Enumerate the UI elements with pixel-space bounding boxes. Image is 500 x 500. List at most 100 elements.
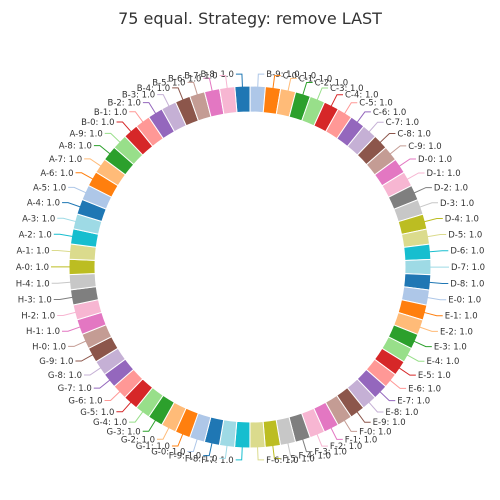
leader-line-C-6 <box>356 111 371 124</box>
leader-line-E-8 <box>367 401 384 413</box>
slice-label-B-2: B-2: 1.0 <box>108 99 141 109</box>
slice-label-C-9: C-9: 1.0 <box>408 142 442 152</box>
slice-label-E-5: E-5: 1.0 <box>418 371 451 381</box>
leader-line-G-3 <box>142 419 157 432</box>
slice-label-D-4: D-4: 1.0 <box>445 214 479 224</box>
slice-H-4 <box>68 272 97 291</box>
slice-label-A-5: A-5: 1.0 <box>33 183 66 193</box>
slice-label-C-7: C-7: 1.0 <box>386 118 420 128</box>
leader-line-C-2 <box>302 81 313 97</box>
slice-label-E-9: E-9: 1.0 <box>373 418 406 428</box>
slice-B-7 <box>218 86 238 115</box>
slice-label-E-3: E-3: 1.0 <box>434 343 467 353</box>
leader-line-B-0 <box>116 121 133 133</box>
slice-label-E-2: E-2: 1.0 <box>440 327 473 337</box>
slice-label-F-3: F-3: 1.0 <box>314 448 346 458</box>
slice-label-A-0: A-0: 1.0 <box>16 263 49 273</box>
leader-line-G-0 <box>187 437 198 453</box>
slice-label-D-2: D-2: 1.0 <box>434 184 468 194</box>
leader-line-G-9 <box>75 353 94 362</box>
slice-label-A-3: A-3: 1.0 <box>22 214 55 224</box>
slice-label-B-4: B-4: 1.0 <box>137 84 170 94</box>
slice-label-G-9: G-9: 1.0 <box>39 357 73 367</box>
leader-line-D-2 <box>412 187 432 194</box>
slice-label-H-4: H-4: 1.0 <box>16 279 50 289</box>
slice-label-D-5: D-5: 1.0 <box>448 230 482 240</box>
slice-A-0 <box>68 258 96 276</box>
slice-label-A-4: A-4: 1.0 <box>27 199 60 209</box>
slice-label-A-6: A-6: 1.0 <box>40 169 73 179</box>
slice-label-D-0: D-0: 1.0 <box>418 155 452 165</box>
leader-line-E-3 <box>412 340 432 348</box>
slice-label-B-9: B-9: 1.0 <box>266 70 299 80</box>
slice-label-E-0: E-0: 1.0 <box>448 296 481 306</box>
slice-label-C-4: C-4: 1.0 <box>345 91 379 101</box>
leader-line-G-4 <box>129 410 144 423</box>
leader-line-C-9 <box>389 145 407 156</box>
slice-label-F-5: F-5: 1.0 <box>282 454 314 464</box>
slice-label-G-1: G-1: 1.0 <box>136 442 170 452</box>
leader-line-G-2 <box>157 426 170 440</box>
leader-line-A-9 <box>104 132 122 144</box>
slice-label-B-3: B-3: 1.0 <box>122 91 155 101</box>
slice-label-G-7: G-7: 1.0 <box>58 384 92 394</box>
leader-line-C-8 <box>378 133 396 144</box>
slice-label-B-6: B-6: 1.0 <box>168 74 201 84</box>
leader-line-B-4 <box>172 87 184 102</box>
leader-line-E-5 <box>397 366 416 376</box>
leader-line-G-6 <box>104 390 122 401</box>
leader-line-D-3 <box>418 202 439 208</box>
leader-line-A-7 <box>84 158 103 168</box>
leader-line-H-4 <box>51 281 72 284</box>
slice-label-C-5: C-5: 1.0 <box>359 99 393 109</box>
slice-label-A-1: A-1: 1.0 <box>17 247 50 257</box>
leader-line-D-8 <box>428 281 449 284</box>
slice-label-F-7: F-7: 1.0 <box>201 456 233 466</box>
slice-label-E-6: E-6: 1.0 <box>408 384 441 394</box>
slice-label-F-6: F-6: 1.0 <box>266 456 298 466</box>
slice-label-F-0: F-0: 1.0 <box>359 427 391 437</box>
slice-label-F-8: F-8: 1.0 <box>185 454 217 464</box>
slice-label-D-6: D-6: 1.0 <box>450 247 484 257</box>
leader-line-B-1 <box>129 111 145 124</box>
slice-label-A-8: A-8: 1.0 <box>59 142 92 152</box>
slice-label-B-1: B-1: 1.0 <box>94 108 127 118</box>
leader-line-C-1 <box>287 77 297 93</box>
leader-line-F-7 <box>235 445 243 461</box>
slice-label-F-2: F-2: 1.0 <box>330 442 362 452</box>
slice-label-G-2: G-2: 1.0 <box>121 435 155 445</box>
leader-line-E-0 <box>426 296 447 301</box>
leader-line-A-3 <box>57 217 77 223</box>
leader-line-D-5 <box>426 233 447 238</box>
slice-label-C-8: C-8: 1.0 <box>397 130 431 140</box>
leader-line-F-8 <box>219 444 228 459</box>
leader-line-G-1 <box>171 432 184 447</box>
slice-label-F-1: F-1: 1.0 <box>345 435 377 445</box>
leader-line-C-5 <box>343 102 358 115</box>
slice-label-C-6: C-6: 1.0 <box>373 108 407 118</box>
leader-line-H-2 <box>57 311 77 317</box>
leader-line-G-7 <box>93 378 111 389</box>
leader-line-F-1 <box>330 426 343 440</box>
leader-line-A-4 <box>62 202 82 208</box>
leader-line-F-9 <box>203 441 213 457</box>
slice-label-H-2: H-2: 1.0 <box>21 312 55 322</box>
leader-line-E-6 <box>388 379 407 389</box>
slice-label-E-1: E-1: 1.0 <box>445 312 478 322</box>
leader-line-G-8 <box>84 366 102 376</box>
leader-line-A-5 <box>68 186 88 194</box>
slice-label-B-0: B-0: 1.0 <box>81 118 114 128</box>
slice-label-F-4: F-4: 1.0 <box>299 452 331 462</box>
leader-line-G-5 <box>116 400 133 413</box>
slice-label-G-3: G-3: 1.0 <box>107 427 141 437</box>
slice-label-D-3: D-3: 1.0 <box>440 199 474 209</box>
slice-label-C-3: C-3: 1.0 <box>330 84 364 94</box>
leader-line-H-1 <box>61 326 82 332</box>
leader-line-E-1 <box>423 311 443 317</box>
leader-line-B-5 <box>187 81 199 96</box>
slice-label-C-0: C-0: 1.0 <box>283 72 317 82</box>
leader-line-F-6 <box>256 445 265 461</box>
leader-line-B-7 <box>219 75 228 90</box>
slice-F-6 <box>249 420 266 449</box>
leader-line-B-3 <box>157 94 170 108</box>
